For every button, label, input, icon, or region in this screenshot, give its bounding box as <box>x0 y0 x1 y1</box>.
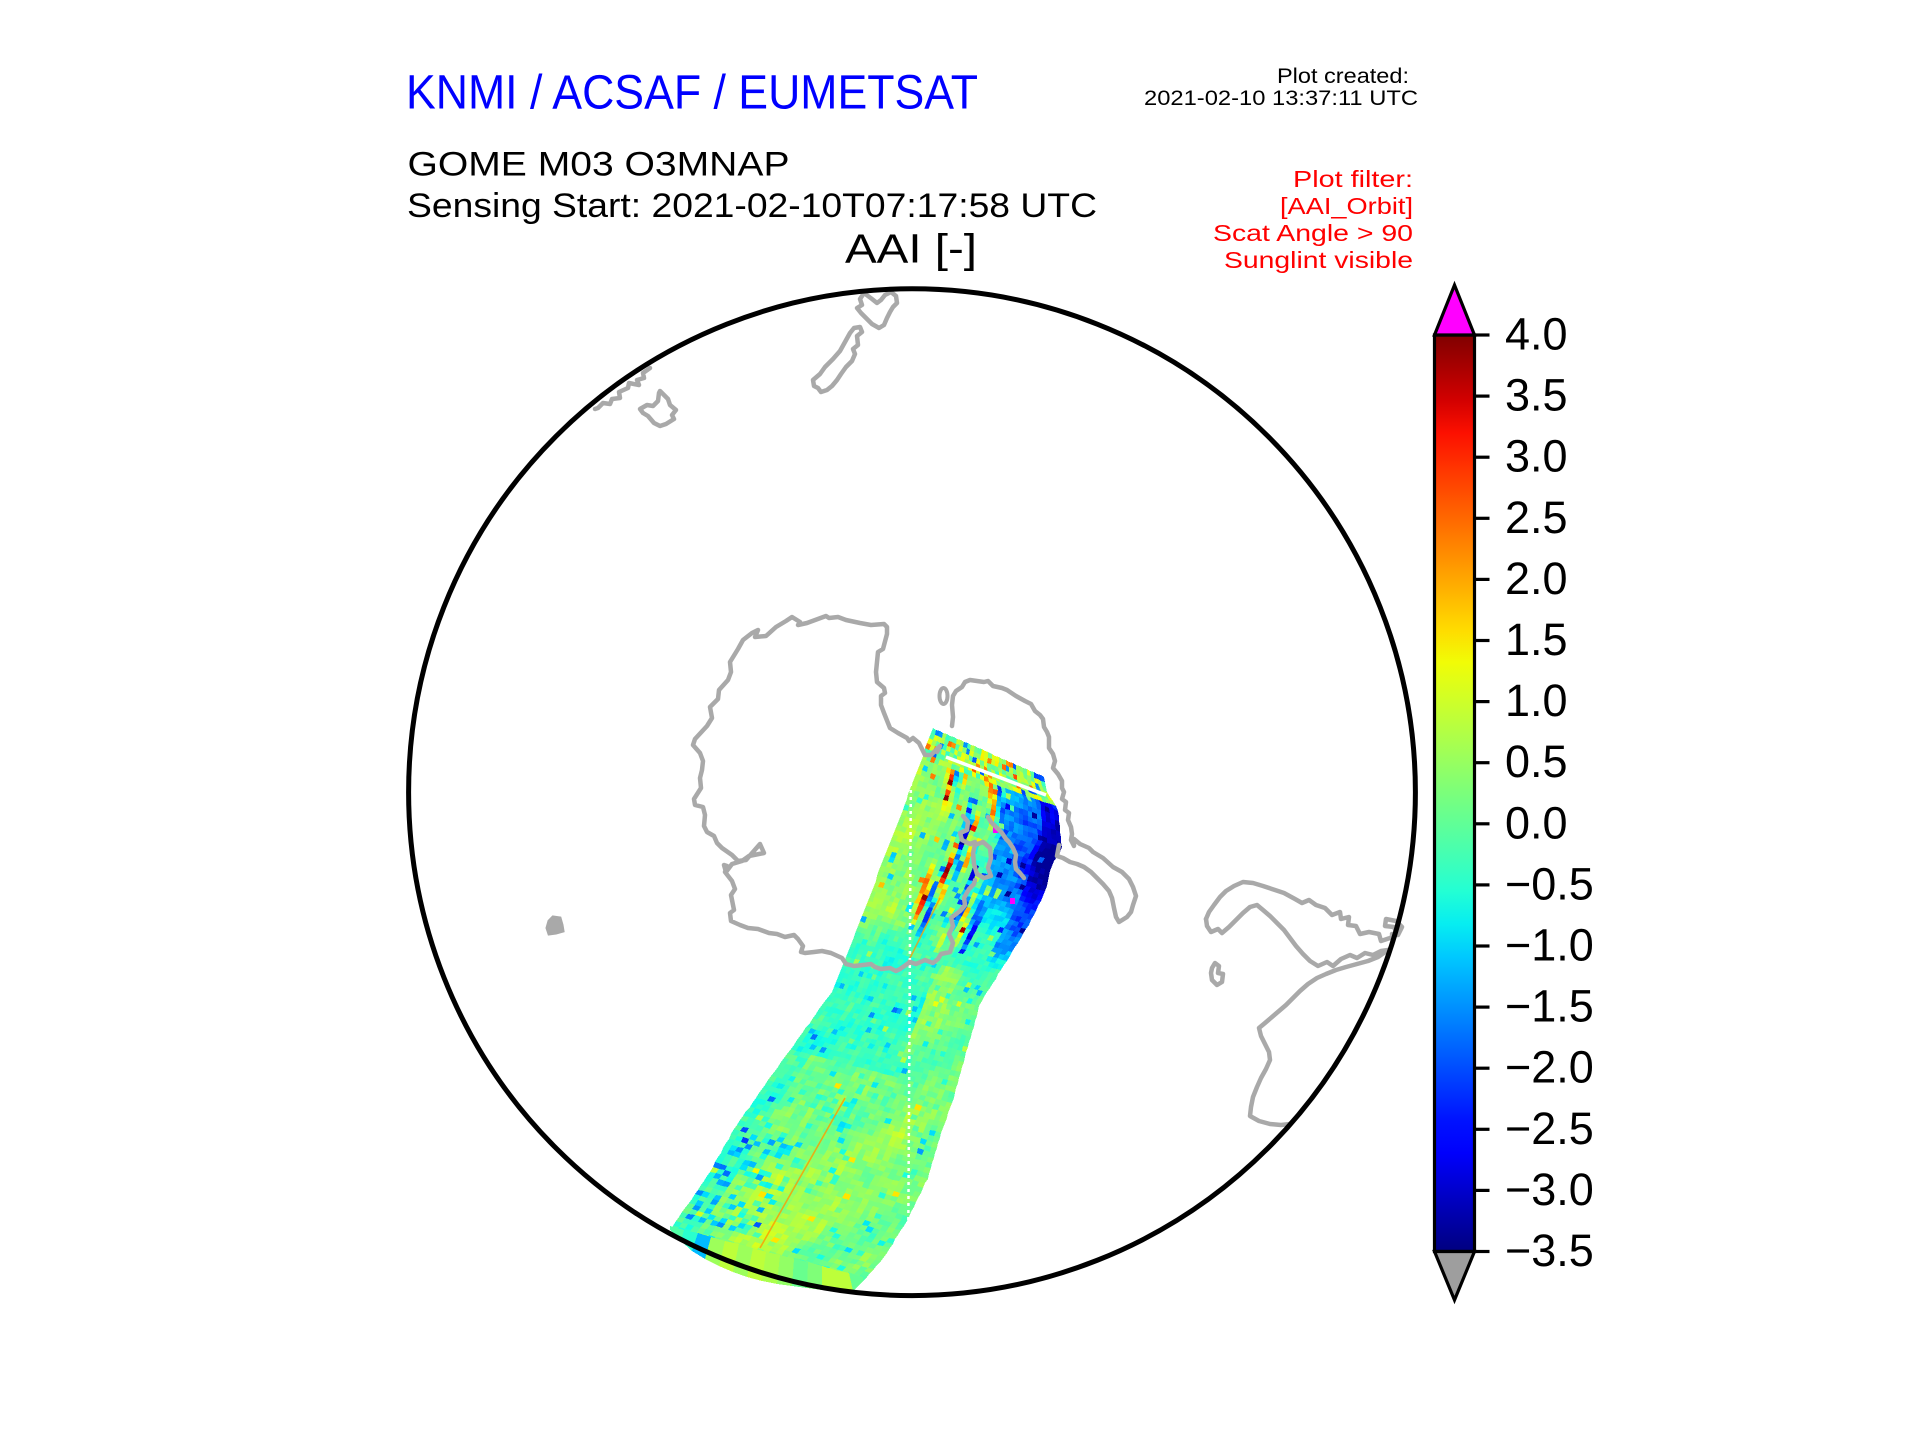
svg-text:Sunglint visible: Sunglint visible <box>1224 247 1413 273</box>
svg-text:−1.0: −1.0 <box>1505 920 1594 971</box>
svg-text:Scat Angle > 90: Scat Angle > 90 <box>1213 220 1413 246</box>
svg-text:GOME M03 O3MNAP: GOME M03 O3MNAP <box>408 146 790 184</box>
svg-text:−2.0: −2.0 <box>1505 1042 1594 1093</box>
svg-text:−0.5: −0.5 <box>1505 858 1594 909</box>
svg-text:−3.0: −3.0 <box>1505 1164 1594 1215</box>
svg-text:0.5: 0.5 <box>1505 736 1568 787</box>
svg-text:1.0: 1.0 <box>1505 675 1568 726</box>
svg-text:2021-02-10 13:37:11 UTC: 2021-02-10 13:37:11 UTC <box>1144 86 1418 110</box>
svg-text:0.0: 0.0 <box>1505 797 1568 848</box>
svg-text:AAI [-]: AAI [-] <box>845 226 977 272</box>
svg-text:Plot filter:: Plot filter: <box>1293 166 1413 192</box>
svg-text:KNMI / ACSAF / EUMETSAT: KNMI / ACSAF / EUMETSAT <box>406 66 978 119</box>
svg-text:2.5: 2.5 <box>1505 492 1568 543</box>
svg-text:−3.5: −3.5 <box>1505 1225 1594 1276</box>
svg-text:3.0: 3.0 <box>1505 431 1568 482</box>
svg-text:[AAI_Orbit]: [AAI_Orbit] <box>1280 193 1413 219</box>
svg-text:4.0: 4.0 <box>1505 309 1568 360</box>
svg-text:3.5: 3.5 <box>1505 370 1568 421</box>
svg-text:−1.5: −1.5 <box>1505 981 1594 1032</box>
svg-text:Sensing Start: 2021-02-10T07:1: Sensing Start: 2021-02-10T07:17:58 UTC <box>407 187 1097 225</box>
svg-text:1.5: 1.5 <box>1505 614 1568 665</box>
svg-text:2.0: 2.0 <box>1505 553 1568 604</box>
svg-text:−2.5: −2.5 <box>1505 1103 1594 1154</box>
svg-text:Plot created:: Plot created: <box>1277 64 1409 88</box>
